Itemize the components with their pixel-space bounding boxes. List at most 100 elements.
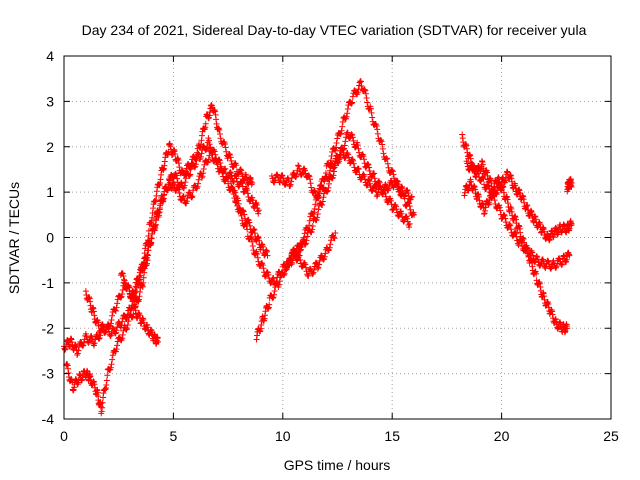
data-point-track-e-227 xyxy=(369,114,376,121)
data-point-track-f-73 xyxy=(294,242,301,249)
data-point-track-h-51 xyxy=(320,256,327,263)
data-point-track-c-202 xyxy=(191,164,198,171)
data-point-track-g-195 xyxy=(390,184,397,191)
data-point-track-e-27 xyxy=(244,226,251,233)
data-point-track-c-195 xyxy=(187,171,194,178)
data-point-track-k-138 xyxy=(549,259,556,266)
data-point-track-d-5 xyxy=(121,276,128,283)
data-point-track-b-97 xyxy=(104,372,111,379)
data-point-track-f-187 xyxy=(366,164,373,171)
data-point-track-d-2 xyxy=(119,269,126,276)
data-point-track-d-154 xyxy=(198,174,205,181)
data-point-track-e-225 xyxy=(367,105,374,112)
data-point-track-a-56 xyxy=(91,340,98,347)
y-tick-label-1: 1 xyxy=(46,184,54,200)
data-point-track-e-18 xyxy=(238,212,245,219)
data-point-track-h-42 xyxy=(314,265,321,272)
data-point-track-c-64 xyxy=(118,293,125,300)
data-point-track-d-266 xyxy=(264,252,271,259)
data-point-track-e-251 xyxy=(384,155,391,162)
data-point-track-f-159 xyxy=(348,131,355,138)
series-track-h xyxy=(288,229,339,279)
data-point-track-h-36 xyxy=(311,266,318,273)
data-point-track-e-19 xyxy=(239,217,246,224)
data-point-track-g-38 xyxy=(292,174,299,181)
data-point-track-d-134 xyxy=(186,189,193,196)
data-point-track-f-214 xyxy=(382,193,389,200)
data-point-track-f-251 xyxy=(406,224,413,231)
data-point-track-a-312 xyxy=(227,154,234,161)
data-point-track-f-45 xyxy=(277,274,284,281)
y-tick-label--1: -1 xyxy=(42,275,55,291)
data-point-track-f-128 xyxy=(329,175,336,182)
data-point-track-c-288 xyxy=(245,193,252,200)
series-track-j xyxy=(461,174,571,336)
data-point-track-f-113 xyxy=(319,198,326,205)
data-points xyxy=(61,78,575,417)
data-point-track-g-47 xyxy=(298,172,305,179)
data-point-track-e-36 xyxy=(249,243,256,250)
data-point-track-c-38 xyxy=(102,329,109,336)
data-point-track-g-148 xyxy=(361,173,368,180)
data-point-track-e-177 xyxy=(337,130,344,137)
data-point-track-g-10 xyxy=(275,174,282,181)
data-point-track-f-43 xyxy=(276,281,283,288)
data-point-track-c-196 xyxy=(187,165,194,172)
data-point-track-k-130 xyxy=(544,257,551,264)
data-point-track-d-44 xyxy=(140,274,147,281)
data-point-track-d-53 xyxy=(144,252,151,259)
data-point-track-b-131 xyxy=(125,318,132,325)
x-tick-label-25: 25 xyxy=(603,428,619,444)
data-point-track-c-220 xyxy=(202,147,209,154)
data-point-track-f-87 xyxy=(303,237,310,244)
data-point-track-h-48 xyxy=(318,252,325,259)
data-point-track-a-328 xyxy=(237,166,244,173)
data-point-track-b-106 xyxy=(109,352,116,359)
data-point-track-g-122 xyxy=(345,151,352,158)
data-point-track-d-4 xyxy=(120,273,127,280)
data-point-track-g-84 xyxy=(321,178,328,185)
data-point-track-c-281 xyxy=(241,189,248,196)
data-point-track-d-157 xyxy=(200,166,207,173)
data-point-track-c-213 xyxy=(198,150,205,157)
data-point-track-j-153 xyxy=(533,270,540,277)
data-point-track-k-80 xyxy=(513,233,520,240)
data-point-track-a-329 xyxy=(238,167,245,174)
data-point-track-k-34 xyxy=(484,182,491,189)
data-point-track-h-14 xyxy=(297,256,304,263)
data-point-track-e-244 xyxy=(379,145,386,152)
data-point-track-k-100 xyxy=(526,253,533,260)
data-point-track-f-188 xyxy=(366,168,373,175)
data-point-track-k-144 xyxy=(553,263,560,270)
data-point-track-f-222 xyxy=(387,197,394,204)
data-point-track-a-265 xyxy=(202,120,209,127)
data-point-track-a-30 xyxy=(75,347,82,354)
data-point-track-h-61 xyxy=(326,244,333,251)
data-point-track-k-45 xyxy=(491,197,498,204)
data-point-track-d-195 xyxy=(224,175,231,182)
data-point-track-a-311 xyxy=(226,151,233,158)
data-point-track-d-179 xyxy=(214,161,221,168)
x-tick-label-20: 20 xyxy=(494,428,510,444)
data-point-track-g-135 xyxy=(353,169,360,176)
data-point-track-a-152 xyxy=(145,233,152,240)
data-point-track-h-43 xyxy=(315,264,322,271)
data-point-track-b-128 xyxy=(123,326,130,333)
data-point-track-f-35 xyxy=(271,291,278,298)
data-point-track-f-217 xyxy=(384,199,391,206)
data-point-track-e-219 xyxy=(364,99,371,106)
data-point-track-k-70 xyxy=(507,222,514,229)
data-point-track-f-79 xyxy=(298,244,305,251)
data-point-track-g-212 xyxy=(401,193,408,200)
data-point-track-f-195 xyxy=(371,170,378,177)
data-point-track-f-94 xyxy=(307,229,314,236)
data-point-track-f-88 xyxy=(304,233,311,240)
data-point-track-d-163 xyxy=(204,159,211,166)
y-tick-label--4: -4 xyxy=(42,411,55,427)
data-point-track-c-308 xyxy=(255,207,262,214)
data-point-track-g-170 xyxy=(375,189,382,196)
data-point-track-k-83 xyxy=(515,242,522,249)
data-point-track-e-171 xyxy=(334,135,341,142)
data-point-track-a-350 xyxy=(249,180,256,187)
data-point-track-g-101 xyxy=(331,158,338,165)
